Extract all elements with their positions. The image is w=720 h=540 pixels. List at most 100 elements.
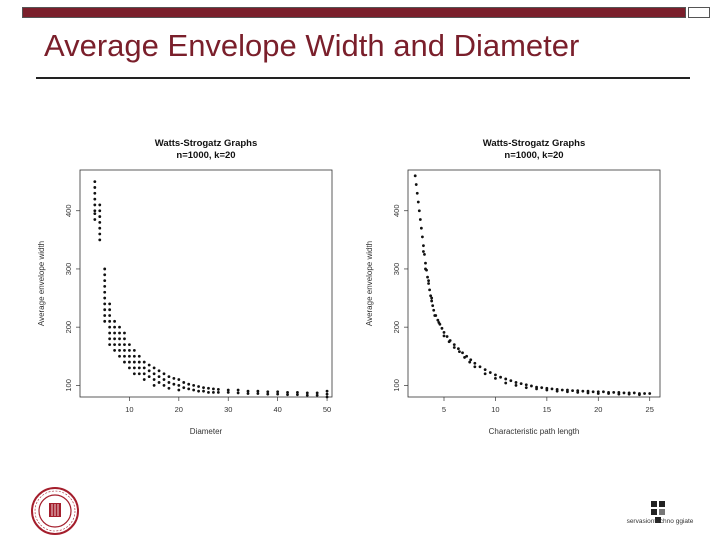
chart2-data-point bbox=[648, 392, 652, 395]
chart2-data-point bbox=[596, 392, 600, 395]
chart1-data-point bbox=[325, 389, 329, 393]
chart1-data-point bbox=[108, 319, 112, 323]
chart1-data-point bbox=[118, 331, 121, 335]
chart2-data-point bbox=[483, 372, 487, 376]
chart1-data-point bbox=[276, 390, 280, 394]
chart2-subtitle: n=1000, k=20 bbox=[504, 150, 563, 161]
chart2-data-point bbox=[415, 191, 419, 195]
chart1-data-point bbox=[152, 383, 156, 387]
chart2-data-point bbox=[638, 393, 641, 397]
chart2-data-point bbox=[458, 350, 461, 353]
chart2-x-tick-label: 5 bbox=[442, 405, 446, 414]
chart2-data-point bbox=[504, 377, 508, 381]
chart1-data-point bbox=[93, 191, 97, 195]
chart2-data-point bbox=[514, 383, 518, 387]
chart2-data-point bbox=[463, 356, 466, 359]
chart1-y-tick-label: 400 bbox=[64, 204, 73, 217]
chart2-data-point bbox=[428, 288, 431, 292]
chart1-data-point bbox=[132, 349, 136, 352]
chart2-data-point bbox=[494, 376, 497, 380]
chart2-data-point bbox=[416, 200, 420, 204]
chart2-data-point bbox=[555, 389, 559, 393]
chart1-data-point bbox=[325, 395, 329, 399]
chart1-data-point bbox=[137, 354, 141, 358]
chart1-data-point bbox=[108, 308, 112, 312]
chart1-data-point bbox=[286, 390, 289, 394]
chart1-data-point bbox=[266, 390, 270, 394]
chart2-data-point bbox=[423, 252, 426, 256]
chart2-data-point bbox=[627, 392, 631, 396]
chart1-data-point bbox=[197, 385, 200, 388]
chart1-data-point bbox=[98, 203, 102, 207]
chart1-data-point bbox=[167, 381, 171, 384]
chart2-data-point bbox=[617, 392, 621, 396]
chart2-data-point bbox=[643, 392, 646, 395]
chart1-data-point bbox=[93, 197, 97, 201]
chart1-data-point bbox=[147, 363, 151, 367]
chart2-data-point bbox=[473, 361, 477, 365]
chart1-data-point bbox=[118, 354, 121, 358]
chart1-data-point bbox=[108, 325, 112, 329]
chart1-x-tick-label: 40 bbox=[273, 405, 281, 414]
chart1-data-point bbox=[103, 314, 107, 317]
chart2-y-tick-label: 100 bbox=[392, 379, 401, 392]
chart1-data-point bbox=[286, 393, 289, 397]
chart2-data-point bbox=[504, 381, 508, 385]
chart1-data-point bbox=[103, 319, 107, 323]
chart1-data-point bbox=[157, 369, 161, 373]
chart1-data-point bbox=[172, 382, 176, 386]
chart1-data-point bbox=[93, 203, 97, 207]
chart1-data-point bbox=[93, 212, 97, 216]
partner-logo-mark bbox=[651, 501, 665, 523]
chart2-data-point bbox=[427, 282, 430, 285]
chart2-data-point bbox=[452, 343, 456, 347]
chart1-data-point bbox=[216, 390, 220, 394]
chart1-data-point bbox=[98, 220, 102, 224]
chart1-data-point bbox=[172, 376, 176, 380]
chart1-data-point bbox=[137, 366, 141, 370]
chart2-data-point bbox=[530, 384, 533, 388]
chart1-data-point bbox=[103, 273, 107, 277]
chart2-data-point bbox=[440, 326, 444, 330]
chart2-data-point bbox=[519, 382, 523, 386]
chart2-data-point bbox=[468, 360, 472, 364]
chart2-data-point bbox=[483, 368, 487, 372]
chart2-x-tick-label: 10 bbox=[491, 405, 499, 414]
chart1-x-tick-label: 10 bbox=[125, 405, 133, 414]
chart1-data-point bbox=[142, 378, 146, 381]
chart1-data-point bbox=[113, 343, 116, 347]
chart1-data-point bbox=[123, 349, 126, 352]
chart1-x-axis-label: Diameter bbox=[190, 427, 223, 436]
chart2-data-point bbox=[432, 308, 436, 312]
chart1-data-point bbox=[202, 386, 205, 390]
chart1-data-point bbox=[118, 343, 121, 347]
chart1-data-point bbox=[132, 360, 136, 364]
chart1-data-point bbox=[128, 343, 131, 347]
chart2-data-point bbox=[581, 389, 585, 393]
chart2-data-point bbox=[418, 218, 422, 221]
chart1-y-tick-label: 200 bbox=[64, 321, 73, 334]
chart1-data-point bbox=[137, 360, 141, 364]
chart1-data-point bbox=[197, 389, 200, 393]
top-bar-end bbox=[688, 7, 710, 18]
chart1-data-point bbox=[123, 354, 126, 358]
chart1-data-point bbox=[98, 238, 102, 242]
chart1-data-point bbox=[93, 186, 97, 189]
chart1-data-point bbox=[147, 369, 151, 373]
chart1-data-point bbox=[246, 392, 250, 395]
chart1-plot-frame bbox=[79, 169, 333, 398]
chart1-x-tick-label: 20 bbox=[175, 405, 183, 414]
chart1-data-point bbox=[177, 378, 181, 381]
chart1-data-point bbox=[325, 392, 329, 396]
chart2-data-point bbox=[524, 386, 528, 390]
chart2-data-point bbox=[632, 391, 636, 395]
chart1-data-point bbox=[118, 349, 121, 352]
chart1-data-point bbox=[177, 388, 181, 392]
chart2-data-point bbox=[488, 371, 492, 374]
chart2-data-point bbox=[417, 209, 421, 213]
chart2-data-point bbox=[494, 373, 497, 377]
chart2-data-point bbox=[422, 250, 425, 253]
chart2-data-point bbox=[421, 235, 424, 239]
